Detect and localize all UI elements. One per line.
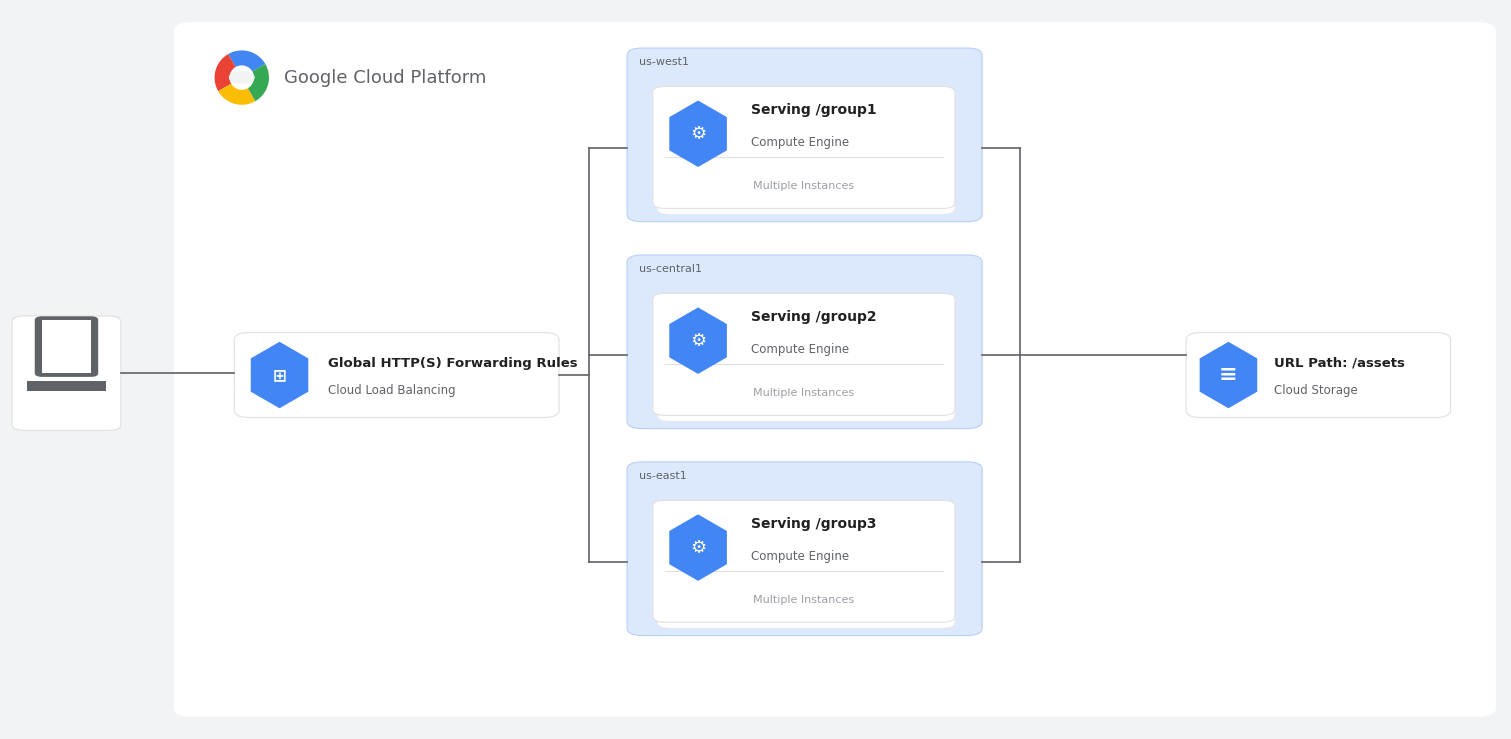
Text: ≡: ≡ [1219,365,1238,385]
FancyBboxPatch shape [1186,333,1451,418]
Polygon shape [669,101,727,167]
FancyBboxPatch shape [657,92,955,214]
Polygon shape [251,342,308,408]
Text: Multiple Instances: Multiple Instances [754,389,854,398]
FancyBboxPatch shape [234,333,559,418]
FancyBboxPatch shape [653,86,955,208]
Polygon shape [669,514,727,581]
Text: ⚙: ⚙ [691,539,706,556]
Text: Compute Engine: Compute Engine [751,550,849,563]
Text: Multiple Instances: Multiple Instances [754,596,854,605]
Circle shape [230,72,254,84]
Text: Serving /group1: Serving /group1 [751,103,876,117]
Polygon shape [228,50,266,72]
FancyBboxPatch shape [627,255,982,429]
Text: ⚙: ⚙ [691,332,706,350]
Text: Serving /group3: Serving /group3 [751,517,876,531]
Polygon shape [669,307,727,374]
Text: Global HTTP(S) Forwarding Rules: Global HTTP(S) Forwarding Rules [328,357,577,370]
FancyBboxPatch shape [27,381,106,391]
Text: Google Cloud Platform: Google Cloud Platform [284,69,487,86]
FancyBboxPatch shape [42,320,91,373]
Polygon shape [1200,342,1257,408]
Text: Multiple Instances: Multiple Instances [754,182,854,191]
FancyBboxPatch shape [12,316,121,430]
FancyBboxPatch shape [174,22,1496,717]
Text: ⊞: ⊞ [272,366,287,384]
Polygon shape [218,84,255,105]
Text: us-central1: us-central1 [639,264,703,274]
Text: Cloud Load Balancing: Cloud Load Balancing [328,384,455,397]
FancyBboxPatch shape [653,293,955,415]
FancyBboxPatch shape [657,506,955,628]
Polygon shape [215,54,236,91]
FancyBboxPatch shape [653,500,955,622]
Text: URL Path: /assets: URL Path: /assets [1274,357,1405,370]
Text: Compute Engine: Compute Engine [751,343,849,356]
FancyBboxPatch shape [627,48,982,222]
FancyBboxPatch shape [657,299,955,421]
Text: Compute Engine: Compute Engine [751,136,849,149]
Text: Serving /group2: Serving /group2 [751,310,876,324]
Text: us-east1: us-east1 [639,471,688,481]
Text: us-west1: us-west1 [639,57,689,67]
Text: ⚙: ⚙ [691,125,706,143]
Text: Cloud Storage: Cloud Storage [1274,384,1357,397]
FancyBboxPatch shape [35,316,98,377]
Polygon shape [248,64,269,101]
FancyBboxPatch shape [627,462,982,636]
